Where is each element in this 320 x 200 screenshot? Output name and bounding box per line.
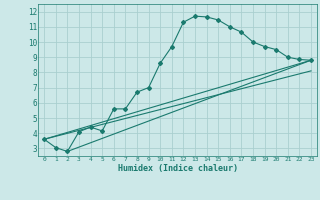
X-axis label: Humidex (Indice chaleur): Humidex (Indice chaleur) bbox=[118, 164, 238, 173]
